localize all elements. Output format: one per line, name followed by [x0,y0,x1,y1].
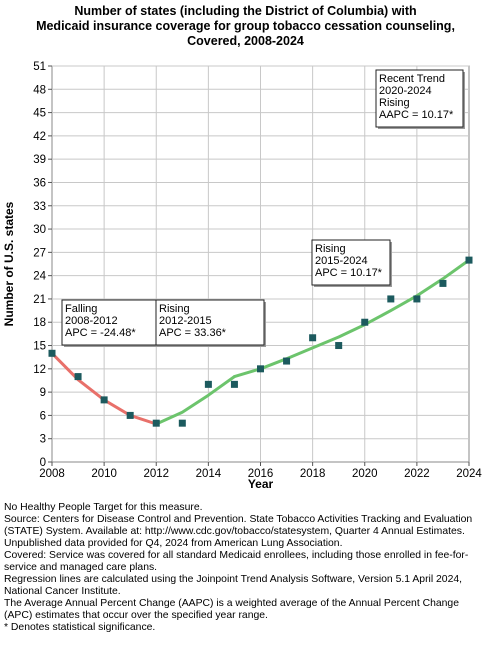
data-point [283,357,291,365]
data-point [204,380,212,388]
x-tick-label: 2012 [143,468,169,480]
annotation-text: 2008-2012 [65,315,118,327]
y-tick-label: 33 [33,201,46,213]
y-tick-label: 6 [40,410,46,422]
annotation-text: Rising [315,243,346,255]
y-tick-label: 51 [33,61,46,73]
data-point [309,334,317,342]
annotation-box [311,239,391,286]
y-tick-label: 18 [33,317,46,329]
data-point [230,380,238,388]
annotation-box [61,299,175,346]
x-tick-label: 2016 [248,468,274,480]
x-tick-label: 2022 [404,468,430,480]
x-tick-label: 2014 [196,468,222,480]
y-tick-label: 27 [33,247,46,259]
annotation-text: 2020-2024 [379,85,432,97]
data-point [178,419,186,427]
annotation-text: Rising [159,303,190,315]
x-tick-label: 2020 [352,468,378,480]
footnotes: No Healthy People Target for this measur… [4,502,488,634]
annotation-text: AAPC = 10.17* [379,109,454,121]
data-point [152,419,160,427]
annotation-text: Falling [65,303,97,315]
y-tick-label: 39 [33,154,46,166]
y-tick-label: 36 [33,177,46,189]
y-tick-label: 30 [33,224,46,236]
annotation-text: 2012-2015 [159,315,212,327]
annotation-text: Rising [379,97,410,109]
x-axis-label: Year [248,477,274,491]
data-point [439,279,447,287]
y-tick-label: 3 [40,434,46,446]
annotation-text: APC = 10.17* [315,267,383,279]
footnote: Covered: Service was covered for all sta… [4,550,469,573]
chart-title-line: Medicaid insurance coverage for group to… [36,19,455,33]
annotation-text: APC = -24.48* [65,327,136,339]
footnote: Source: Centers for Disease Control and … [4,514,473,537]
data-point [257,365,264,373]
trend-line-segment-2 [154,375,236,426]
chart-title: Number of states (including the District… [0,4,491,49]
y-tick-label: 24 [33,271,46,283]
annotation-text: 2015-2024 [315,255,368,267]
annotation-box [375,69,464,128]
data-point [74,373,82,381]
footnote: The Average Annual Percent Change (AAPC)… [4,598,459,621]
data-point [335,342,343,350]
x-tick-label: 2018 [300,468,326,480]
x-tick-label: 2024 [456,468,482,480]
y-axis-label: Number of U.S. states [2,201,16,326]
trend-line-segment-3 [232,258,471,379]
y-tick-label: 42 [33,131,46,143]
chart-title-line: Covered, 2008-2024 [187,34,304,48]
data-point [387,295,395,303]
y-tick-label: 12 [33,364,46,376]
x-tick-label: 2010 [91,468,117,480]
data-point [126,411,134,419]
y-tick-label: 48 [33,84,46,96]
data-point [48,349,56,357]
annotation-text: APC = 33.36* [159,327,227,339]
observed-markers [48,256,473,427]
footnote: No Healthy People Target for this measur… [4,502,203,513]
y-tick-label: 21 [33,294,46,306]
data-point [465,256,473,264]
footnote: * Denotes statistical significance. [4,622,156,633]
footnote: Unpublished data provided for Q4, 2024 f… [4,538,343,549]
annotation-box [155,299,265,346]
annotation-text: Recent Trend [379,73,445,85]
data-point [100,396,108,404]
data-point [413,295,421,303]
x-tick-label: 2008 [39,468,65,480]
footnote: Regression lines are calculated using th… [4,574,463,597]
y-tick-label: 0 [40,457,46,469]
data-point [361,318,369,326]
chart-title-line: Number of states (including the District… [74,4,417,18]
y-tick-label: 15 [33,341,46,353]
y-tick-label: 9 [40,387,46,399]
y-tick-label: 45 [33,108,46,120]
